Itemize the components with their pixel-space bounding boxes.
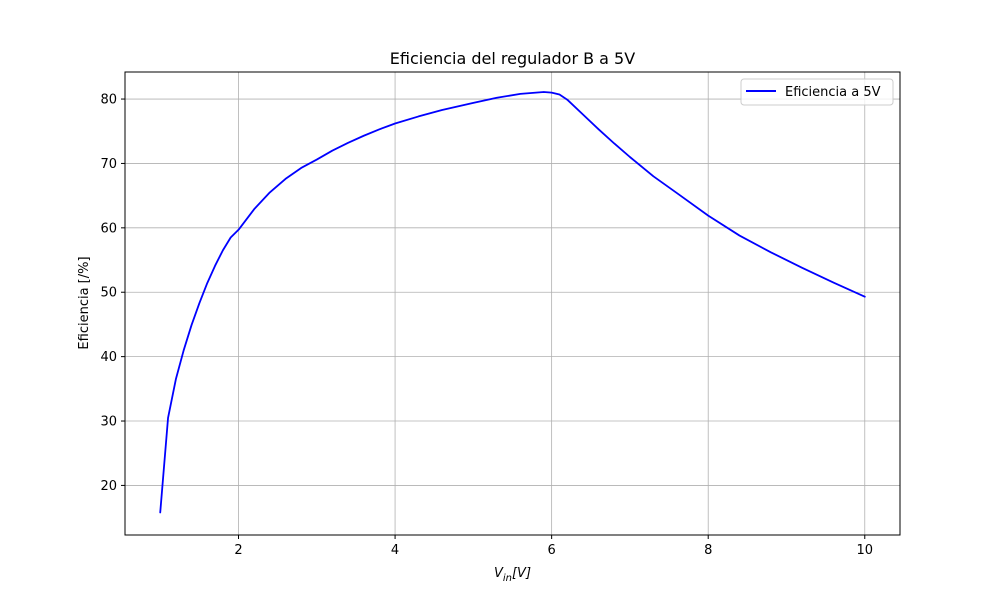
x-tick-label: 4 [391,543,399,558]
y-tick-label: 30 [100,415,117,430]
legend-box [740,78,894,106]
x-tick-label: 6 [548,543,556,558]
y-tick-label: 60 [100,221,117,236]
x-axis-label-sub: in [503,573,512,584]
legend: Eficiencia a 5V [740,78,894,106]
plot-frame [124,71,901,536]
chart-title: Eficiencia del regulador B a 5V [390,49,635,68]
x-tick-label: 8 [704,543,712,558]
y-axis-label: Eficiencia [/%] [77,256,92,349]
x-axis-label: Vin[V] [494,566,531,584]
series-line-0 [159,91,866,514]
legend-label: Eficiencia a 5V [785,85,881,100]
y-axis-ticks: 20 30 40 50 60 70 80 [100,93,125,494]
y-tick-label: 50 [100,286,117,301]
grid-lines [125,72,900,535]
series-layer [159,91,866,514]
x-axis-label-main: V [494,566,504,581]
y-tick-label: 20 [100,479,117,494]
x-tick-label: 2 [234,543,242,558]
y-tick-label: 70 [100,157,117,172]
x-tick-label: 10 [856,543,873,558]
x-axis-ticks: 2 4 6 8 10 [234,535,873,558]
y-tick-label: 80 [100,93,117,108]
y-tick-label: 40 [100,350,117,365]
x-axis-label-suffix: [V] [512,566,531,581]
